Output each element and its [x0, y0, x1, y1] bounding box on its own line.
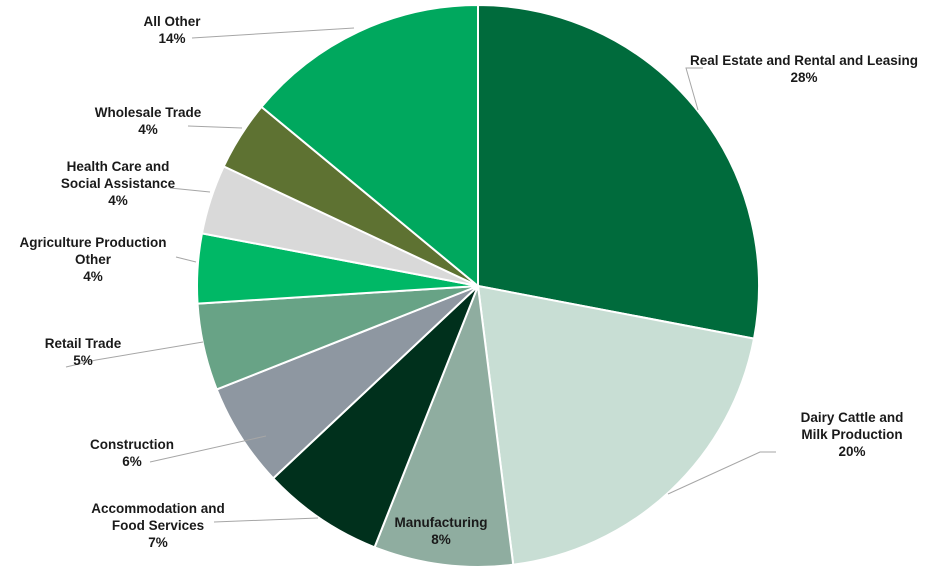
leader-line: [667, 451, 776, 495]
slice-value-label: 4%: [138, 122, 158, 137]
slice-value-label: 20%: [838, 444, 865, 459]
slice-value-label: 7%: [148, 535, 168, 550]
slice-name-label: Health Care and: [67, 159, 170, 174]
slice-value-label: 4%: [108, 193, 128, 208]
pie-slice: [260, 3, 479, 289]
slice-name-label: Food Services: [112, 518, 204, 533]
slice-value-label: 28%: [790, 70, 817, 85]
slice-value-label: 4%: [83, 269, 103, 284]
slice-label: Construction 6%: [90, 437, 174, 469]
slice-name-label: Social Assistance: [61, 176, 176, 191]
slice-name-label: Wholesale Trade: [95, 105, 202, 120]
slice-label: Dairy Cattle and Milk Production 20%: [801, 410, 904, 459]
pie-slice: [271, 285, 479, 549]
leader-line: [187, 125, 243, 129]
slice-name-label: Agriculture Production: [19, 235, 166, 250]
slice-label: Retail Trade 5%: [45, 336, 122, 368]
slice-name-label: Manufacturing: [395, 515, 488, 530]
slice-label: Accommodation and Food Services 7%: [91, 501, 225, 550]
slice-name-label: Other: [75, 252, 112, 267]
slice-label: All Other 14%: [143, 14, 201, 46]
slice-name-label: Retail Trade: [45, 336, 122, 351]
slice-value-label: 14%: [158, 31, 185, 46]
slice-label: Agriculture Production Other 4%: [19, 235, 166, 284]
slice-label: Manufacturing 8%: [395, 515, 488, 547]
leader-line: [175, 256, 197, 263]
leader-line: [169, 187, 211, 193]
slice-name-label: Real Estate and Rental and Leasing: [690, 53, 918, 68]
pie-slices: [196, 3, 760, 568]
pie-slice: [477, 3, 760, 340]
slice-value-label: 5%: [73, 353, 93, 368]
leader-line: [213, 517, 319, 523]
slice-name-label: Accommodation and: [91, 501, 225, 516]
pie-slice: [373, 285, 515, 568]
slice-name-label: Dairy Cattle and: [801, 410, 904, 425]
leader-line: [65, 341, 204, 368]
slice-labels: Real Estate and Rental and Leasing 28% Dai…: [19, 14, 918, 550]
slice-label: Health Care and Social Assistance 4%: [61, 159, 176, 208]
slice-name-label: Milk Production: [801, 427, 902, 442]
leader-lines: [65, 27, 776, 523]
slice-name-label: All Other: [143, 14, 201, 29]
slice-name-label: Construction: [90, 437, 174, 452]
slice-label: Real Estate and Rental and Leasing 28%: [690, 53, 918, 85]
leader-line: [191, 27, 355, 39]
leader-line: [149, 435, 267, 463]
pie-slice: [476, 284, 756, 566]
leader-line: [685, 67, 703, 111]
slice-value-label: 8%: [431, 532, 451, 547]
slice-label: Wholesale Trade 4%: [95, 105, 202, 137]
slice-value-label: 6%: [122, 454, 142, 469]
